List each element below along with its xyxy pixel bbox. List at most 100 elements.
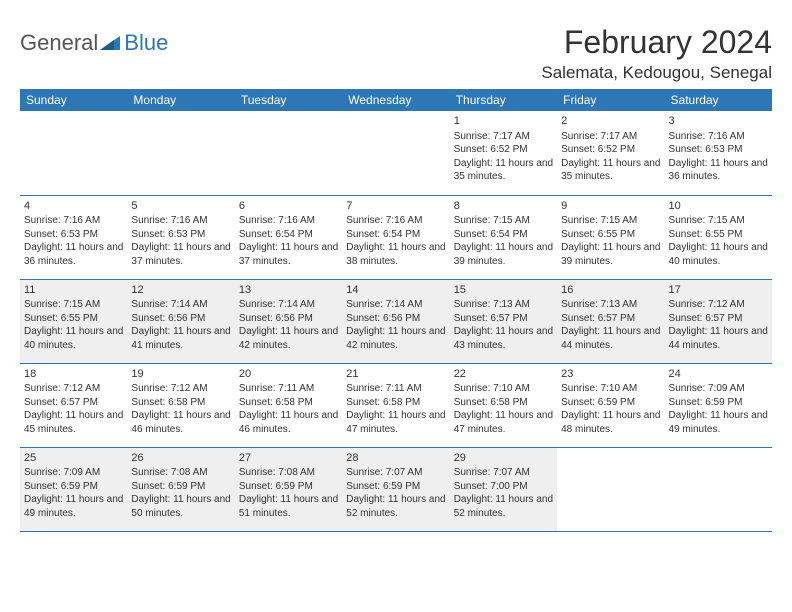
calendar-cell: 29Sunrise: 7:07 AMSunset: 7:00 PMDayligh… [450,447,557,531]
sunset-text: Sunset: 6:57 PM [24,396,123,410]
calendar-cell: 28Sunrise: 7:07 AMSunset: 6:59 PMDayligh… [342,447,449,531]
daylight-text: Daylight: 11 hours and 44 minutes. [669,325,768,352]
sunset-text: Sunset: 6:53 PM [131,228,230,242]
sunrise-text: Sunrise: 7:11 AM [346,382,445,396]
daylight-text: Daylight: 11 hours and 43 minutes. [454,325,553,352]
daylight-text: Daylight: 11 hours and 37 minutes. [131,241,230,268]
sunset-text: Sunset: 7:00 PM [454,480,553,494]
sunset-text: Sunset: 6:53 PM [669,143,768,157]
calendar-cell: 18Sunrise: 7:12 AMSunset: 6:57 PMDayligh… [20,363,127,447]
calendar-cell: 23Sunrise: 7:10 AMSunset: 6:59 PMDayligh… [557,363,664,447]
sunset-text: Sunset: 6:56 PM [346,312,445,326]
calendar-cell [342,111,449,195]
sunrise-text: Sunrise: 7:17 AM [561,130,660,144]
calendar-cell [20,111,127,195]
sunrise-text: Sunrise: 7:09 AM [24,466,123,480]
sunrise-text: Sunrise: 7:16 AM [669,130,768,144]
calendar-row: 11Sunrise: 7:15 AMSunset: 6:55 PMDayligh… [20,279,772,363]
sunset-text: Sunset: 6:58 PM [131,396,230,410]
logo-text-general: General [20,30,98,56]
sunset-text: Sunset: 6:56 PM [239,312,338,326]
day-header-row: Sunday Monday Tuesday Wednesday Thursday… [20,89,772,111]
sunrise-text: Sunrise: 7:15 AM [669,214,768,228]
daylight-text: Daylight: 11 hours and 36 minutes. [669,157,768,184]
title-block: February 2024 Salemata, Kedougou, Senega… [541,24,772,83]
day-number: 7 [346,199,445,214]
sunrise-text: Sunrise: 7:16 AM [131,214,230,228]
daylight-text: Daylight: 11 hours and 39 minutes. [561,241,660,268]
day-header: Monday [127,89,234,111]
sunrise-text: Sunrise: 7:14 AM [239,298,338,312]
logo-triangle-icon [100,34,122,52]
calendar-cell [127,111,234,195]
sunset-text: Sunset: 6:55 PM [24,312,123,326]
calendar-cell: 2Sunrise: 7:17 AMSunset: 6:52 PMDaylight… [557,111,664,195]
sunrise-text: Sunrise: 7:10 AM [561,382,660,396]
calendar-row: 18Sunrise: 7:12 AMSunset: 6:57 PMDayligh… [20,363,772,447]
sunrise-text: Sunrise: 7:13 AM [454,298,553,312]
daylight-text: Daylight: 11 hours and 50 minutes. [131,493,230,520]
calendar-row: 25Sunrise: 7:09 AMSunset: 6:59 PMDayligh… [20,447,772,531]
day-number: 24 [669,367,768,382]
daylight-text: Daylight: 11 hours and 42 minutes. [346,325,445,352]
header: General Blue February 2024 Salemata, Ked… [20,24,772,83]
logo-text-blue: Blue [124,30,168,56]
calendar-cell: 7Sunrise: 7:16 AMSunset: 6:54 PMDaylight… [342,195,449,279]
daylight-text: Daylight: 11 hours and 45 minutes. [24,409,123,436]
daylight-text: Daylight: 11 hours and 39 minutes. [454,241,553,268]
sunset-text: Sunset: 6:56 PM [131,312,230,326]
daylight-text: Daylight: 11 hours and 42 minutes. [239,325,338,352]
sunrise-text: Sunrise: 7:16 AM [239,214,338,228]
day-number: 28 [346,451,445,466]
day-number: 18 [24,367,123,382]
sunrise-text: Sunrise: 7:10 AM [454,382,553,396]
sunset-text: Sunset: 6:59 PM [24,480,123,494]
sunrise-text: Sunrise: 7:14 AM [131,298,230,312]
day-number: 16 [561,283,660,298]
sunset-text: Sunset: 6:59 PM [131,480,230,494]
sunrise-text: Sunrise: 7:16 AM [346,214,445,228]
sunset-text: Sunset: 6:58 PM [346,396,445,410]
sunset-text: Sunset: 6:58 PM [454,396,553,410]
logo: General Blue [20,24,168,56]
sunset-text: Sunset: 6:53 PM [24,228,123,242]
day-number: 14 [346,283,445,298]
day-number: 2 [561,114,660,129]
calendar-row: 1 Sunrise: 7:17 AMSunset: 6:52 PM Daylight… [20,111,772,195]
daylight-text: Daylight: 11 hours and 52 minutes. [346,493,445,520]
sunset-text: Sunset: 6:52 PM [561,143,660,157]
calendar-cell: 26Sunrise: 7:08 AMSunset: 6:59 PMDayligh… [127,447,234,531]
sunset-text: Sunset: 6:59 PM [346,480,445,494]
daylight-text: Daylight: 11 hours and 36 minutes. [24,241,123,268]
calendar-cell: 5Sunrise: 7:16 AMSunset: 6:53 PMDaylight… [127,195,234,279]
day-number: 8 [454,199,553,214]
sunset-text: Sunset: 6:55 PM [669,228,768,242]
sunrise-text: Sunrise: 7:08 AM [131,466,230,480]
calendar-cell [665,447,772,531]
day-header: Sunday [20,89,127,111]
sunrise-text: Sunrise: 7:15 AM [561,214,660,228]
sunset-text: Sunset: 6:54 PM [239,228,338,242]
daylight-text: Daylight: 11 hours and 47 minutes. [454,409,553,436]
day-number: 1 [454,114,553,129]
day-number: 9 [561,199,660,214]
sunset-text: Sunset: 6:54 PM [346,228,445,242]
daylight-text: Daylight: 11 hours and 38 minutes. [346,241,445,268]
sunrise-text: Sunrise: 7:15 AM [24,298,123,312]
calendar-cell: 17Sunrise: 7:12 AMSunset: 6:57 PMDayligh… [665,279,772,363]
calendar-cell: 24Sunrise: 7:09 AMSunset: 6:59 PMDayligh… [665,363,772,447]
day-number: 5 [131,199,230,214]
day-number: 15 [454,283,553,298]
day-header: Thursday [450,89,557,111]
day-number: 3 [669,114,768,129]
calendar-cell: 14Sunrise: 7:14 AMSunset: 6:56 PMDayligh… [342,279,449,363]
day-number: 27 [239,451,338,466]
day-number: 17 [669,283,768,298]
daylight-text: Daylight: 11 hours and 52 minutes. [454,493,553,520]
sunrise-text: Sunrise: 7:12 AM [669,298,768,312]
sunset-text: Sunset: 6:59 PM [239,480,338,494]
daylight-text: Daylight: 11 hours and 37 minutes. [239,241,338,268]
calendar-table: Sunday Monday Tuesday Wednesday Thursday… [20,89,772,532]
sunset-text: Sunset: 6:54 PM [454,228,553,242]
daylight-text: Daylight: 11 hours and 44 minutes. [561,325,660,352]
